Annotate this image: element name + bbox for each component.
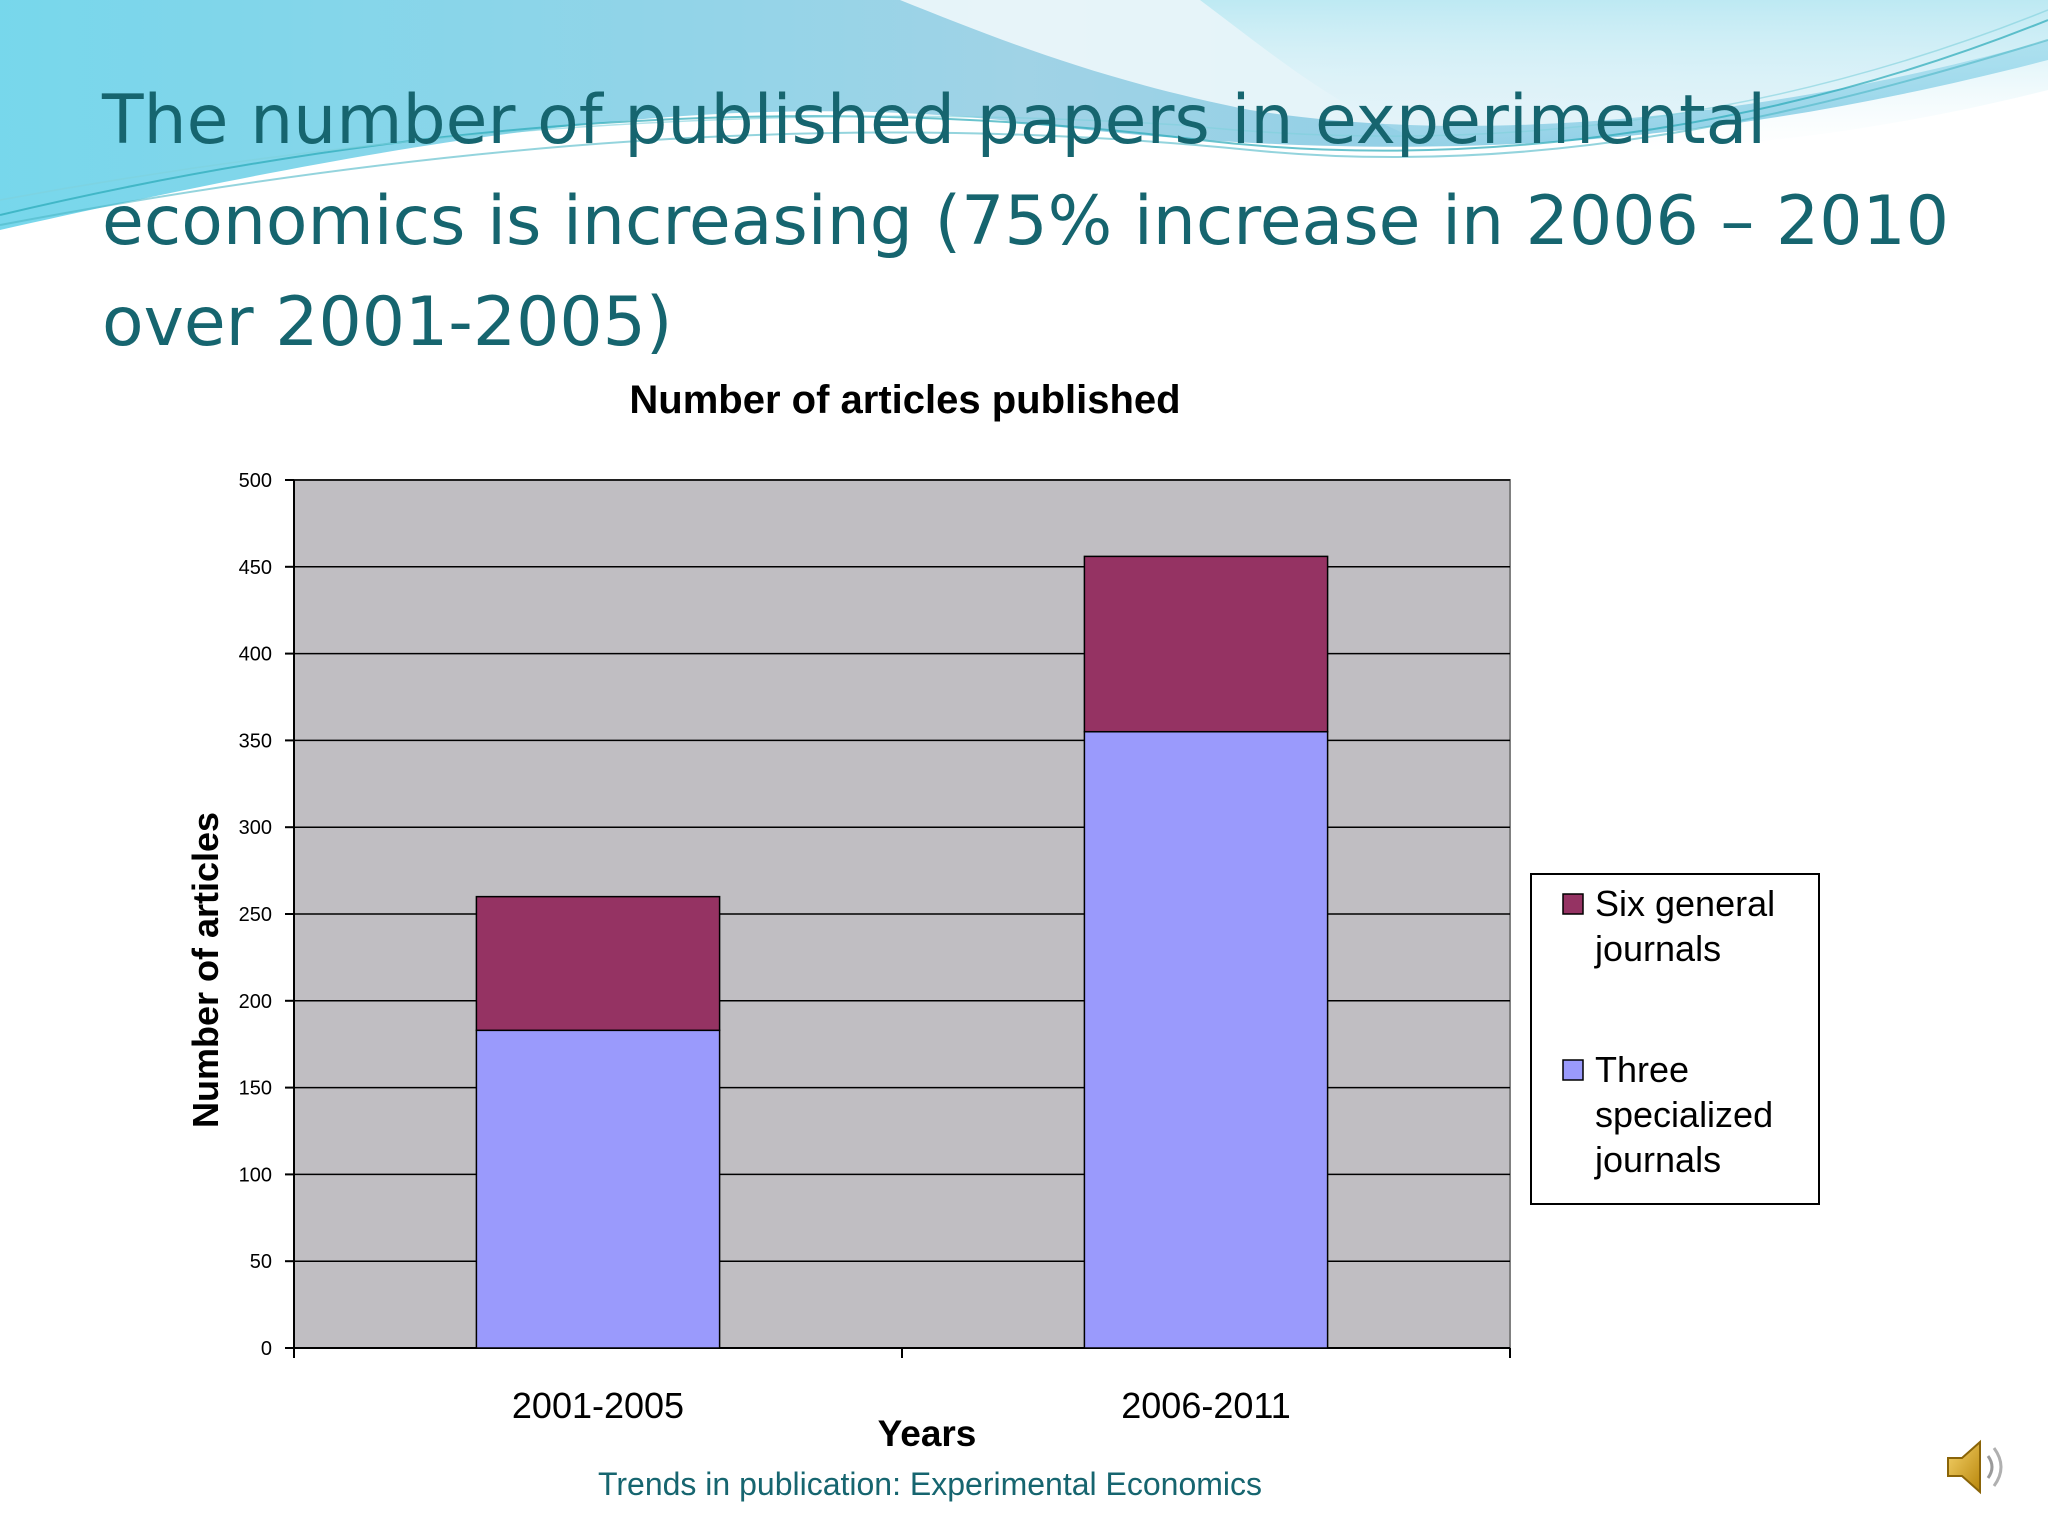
y-tick-label: 50: [250, 1251, 272, 1273]
y-tick-label: 350: [239, 730, 272, 752]
bar-general-1: [475, 895, 721, 1032]
y-axis-label: Number of articles: [185, 812, 226, 1128]
legend-label: Three: [1595, 1049, 1689, 1090]
legend: Six generaljournalsThreespecializedjourn…: [1530, 873, 1820, 1205]
legend-box: [1530, 873, 1820, 1205]
x-tick-label: 2001-2005: [512, 1385, 684, 1426]
y-tick-label: 450: [239, 557, 272, 579]
speaker-icon[interactable]: [1942, 1432, 2012, 1502]
legend-swatch: [1562, 1059, 1584, 1081]
x-tick-label: 2006-2011: [1121, 1385, 1291, 1426]
legend-label: journals: [1594, 928, 1721, 969]
y-tick-label: 0: [261, 1338, 272, 1360]
legend-label: Six general: [1595, 883, 1775, 924]
y-tick-label: 250: [239, 904, 272, 926]
footer-caption: Trends in publication: Experimental Econ…: [598, 1466, 1263, 1502]
bar-general-2: [1083, 555, 1329, 733]
y-tick-label: 300: [239, 817, 272, 839]
slide-title: The number of published papers in experi…: [102, 81, 1950, 362]
y-tick-label: 150: [239, 1078, 272, 1100]
y-tick-label: 500: [239, 470, 272, 492]
bar-specialized-2: [1083, 730, 1329, 1349]
legend-swatch: [1562, 893, 1584, 915]
y-tick-label: 100: [239, 1164, 272, 1186]
legend-label: journals: [1594, 1139, 1721, 1180]
y-tick-label: 200: [239, 991, 272, 1013]
legend-label: specialized: [1595, 1094, 1773, 1135]
background-waves: [0, 0, 2048, 230]
chart-title: Number of articles published: [629, 378, 1180, 422]
bar-specialized-1: [475, 1029, 721, 1349]
y-tick-label: 400: [239, 644, 272, 666]
x-axis-label: Years: [878, 1413, 977, 1454]
